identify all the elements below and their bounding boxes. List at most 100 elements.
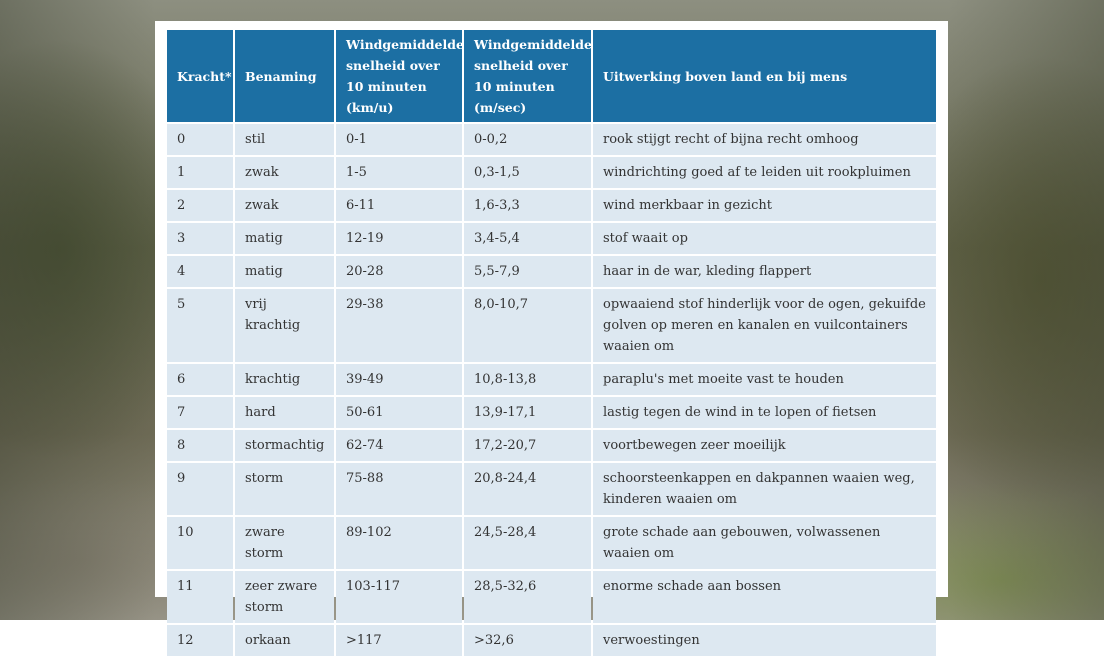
header-kmu: Windgemiddelde snelheid over 10 minuten (km… bbox=[336, 30, 464, 122]
table-row: 11 zeer zware storm 103-117 28,5-32,6 enorme… bbox=[167, 571, 936, 623]
cell-uitwerking: paraplu's met moeite vast te houden bbox=[593, 364, 936, 395]
cell-uitwerking: rook stijgt recht of bijna recht omhoog bbox=[593, 124, 936, 155]
cell-msec: 0,3-1,5 bbox=[464, 157, 591, 188]
header-row: Kracht* Benaming Windgemiddelde snelheid ov… bbox=[167, 30, 936, 122]
background-trees-right bbox=[948, 0, 1104, 620]
cell-benaming: stormachtig bbox=[235, 430, 334, 461]
cell-msec: 20,8-24,4 bbox=[464, 463, 591, 515]
cell-kmu: 1-5 bbox=[336, 157, 462, 188]
cell-kracht: 0 bbox=[167, 124, 233, 155]
cell-benaming: krachtig bbox=[235, 364, 334, 395]
table-row: 0 stil 0-1 0-0,2 rook stijgt recht of bijna … bbox=[167, 124, 936, 155]
cell-kmu: 50-61 bbox=[336, 397, 462, 428]
cell-kracht: 5 bbox=[167, 289, 233, 362]
cell-uitwerking: verwoestingen bbox=[593, 625, 936, 656]
table-row: 4 matig 20-28 5,5-7,9 haar in de war, kledin… bbox=[167, 256, 936, 287]
cell-msec: 24,5-28,4 bbox=[464, 517, 591, 569]
table-row: 5 vrij krachtig 29-38 8,0-10,7 opwaaiend sto… bbox=[167, 289, 936, 362]
cell-msec: 13,9-17,1 bbox=[464, 397, 591, 428]
cell-kracht: 11 bbox=[167, 571, 233, 623]
header-line: snelheid over bbox=[474, 58, 568, 73]
cell-kmu: 103-117 bbox=[336, 571, 462, 623]
cell-kracht: 12 bbox=[167, 625, 233, 656]
cell-kracht: 8 bbox=[167, 430, 233, 461]
cell-uitwerking: grote schade aan gebouwen, volwassenen w… bbox=[593, 517, 936, 569]
header-benaming: Benaming bbox=[235, 30, 334, 122]
cell-benaming: storm bbox=[235, 463, 334, 515]
cell-benaming: zwak bbox=[235, 190, 334, 221]
cell-uitwerking: wind merkbaar in gezicht bbox=[593, 190, 936, 221]
cell-uitwerking: stof waait op bbox=[593, 223, 936, 254]
header-line: Windgemiddelde bbox=[474, 37, 592, 52]
cell-kracht: 9 bbox=[167, 463, 233, 515]
cell-msec: 10,8-13,8 bbox=[464, 364, 591, 395]
cell-kracht: 1 bbox=[167, 157, 233, 188]
table-card: Kracht* Benaming Windgemiddelde snelheid ov… bbox=[155, 21, 948, 656]
cell-benaming: matig bbox=[235, 223, 334, 254]
cell-msec: 5,5-7,9 bbox=[464, 256, 591, 287]
header-kracht: Kracht* bbox=[167, 30, 233, 122]
cell-benaming: hard bbox=[235, 397, 334, 428]
cell-uitwerking: haar in de war, kleding flappert bbox=[593, 256, 936, 287]
cell-msec: 8,0-10,7 bbox=[464, 289, 591, 362]
cell-kracht: 6 bbox=[167, 364, 233, 395]
cell-kmu: 6-11 bbox=[336, 190, 462, 221]
cell-benaming: zwak bbox=[235, 157, 334, 188]
cell-kracht: 4 bbox=[167, 256, 233, 287]
table-row: 10 zware storm 89-102 24,5-28,4 grote schade… bbox=[167, 517, 936, 569]
cell-kmu: 20-28 bbox=[336, 256, 462, 287]
cell-benaming: matig bbox=[235, 256, 334, 287]
table-row: 9 storm 75-88 20,8-24,4 schoorsteenkappen en… bbox=[167, 463, 936, 515]
cell-msec: 17,2-20,7 bbox=[464, 430, 591, 461]
table-row: 8 stormachtig 62-74 17,2-20,7 voortbewegen z… bbox=[167, 430, 936, 461]
cell-benaming: zware storm bbox=[235, 517, 334, 569]
cell-kmu: 75-88 bbox=[336, 463, 462, 515]
cell-uitwerking: enorme schade aan bossen bbox=[593, 571, 936, 623]
cell-kmu: 0-1 bbox=[336, 124, 462, 155]
cell-benaming: zeer zware storm bbox=[235, 571, 334, 623]
cell-benaming: orkaan bbox=[235, 625, 334, 656]
beaufort-table: Kracht* Benaming Windgemiddelde snelheid ov… bbox=[165, 28, 938, 658]
table-row: 1 zwak 1-5 0,3-1,5 windrichting goed af te l… bbox=[167, 157, 936, 188]
table-body: 0 stil 0-1 0-0,2 rook stijgt recht of bijna … bbox=[167, 124, 936, 656]
table-row: 3 matig 12-19 3,4-5,4 stof waait op bbox=[167, 223, 936, 254]
background-trees-left bbox=[0, 0, 155, 620]
table-row: 2 zwak 6-11 1,6-3,3 wind merkbaar in gezicht bbox=[167, 190, 936, 221]
header-line: (km/u) bbox=[346, 100, 394, 115]
cell-benaming: stil bbox=[235, 124, 334, 155]
cell-kmu: 12-19 bbox=[336, 223, 462, 254]
header-line: snelheid over bbox=[346, 58, 440, 73]
cell-uitwerking: opwaaiend stof hinderlijk voor de ogen, … bbox=[593, 289, 936, 362]
cell-benaming: vrij krachtig bbox=[235, 289, 334, 362]
cell-msec: 3,4-5,4 bbox=[464, 223, 591, 254]
cell-kmu: 39-49 bbox=[336, 364, 462, 395]
cell-uitwerking: schoorsteenkappen en dakpannen waaien we… bbox=[593, 463, 936, 515]
cell-kmu: 89-102 bbox=[336, 517, 462, 569]
cell-kracht: 3 bbox=[167, 223, 233, 254]
cell-uitwerking: lastig tegen de wind in te lopen of fiet… bbox=[593, 397, 936, 428]
header-line: Benaming bbox=[245, 68, 317, 84]
cell-msec: >32,6 bbox=[464, 625, 591, 656]
cell-kmu: >117 bbox=[336, 625, 462, 656]
header-line: Windgemiddelde bbox=[346, 37, 464, 52]
cell-msec: 1,6-3,3 bbox=[464, 190, 591, 221]
cell-uitwerking: windrichting goed af te leiden uit rookp… bbox=[593, 157, 936, 188]
table-row: 12 orkaan >117 >32,6 verwoestingen bbox=[167, 625, 936, 656]
cell-kmu: 62-74 bbox=[336, 430, 462, 461]
cell-msec: 28,5-32,6 bbox=[464, 571, 591, 623]
header-line: Kracht* bbox=[177, 68, 232, 84]
cell-kracht: 2 bbox=[167, 190, 233, 221]
header-line: 10 minuten bbox=[346, 79, 427, 94]
header-line: (m/sec) bbox=[474, 100, 527, 115]
cell-kracht: 7 bbox=[167, 397, 233, 428]
cell-kmu: 29-38 bbox=[336, 289, 462, 362]
cell-uitwerking: voortbewegen zeer moeilijk bbox=[593, 430, 936, 461]
table-row: 6 krachtig 39-49 10,8-13,8 paraplu's met moe… bbox=[167, 364, 936, 395]
header-line: Uitwerking boven land en bij mens bbox=[603, 68, 848, 84]
cell-msec: 0-0,2 bbox=[464, 124, 591, 155]
table-row: 7 hard 50-61 13,9-17,1 lastig tegen de wind … bbox=[167, 397, 936, 428]
header-msec: Windgemiddelde snelheid over 10 minuten (m/… bbox=[464, 30, 592, 122]
cell-kracht: 10 bbox=[167, 517, 233, 569]
header-line: 10 minuten bbox=[474, 79, 555, 94]
header-uitwerking: Uitwerking boven land en bij mens bbox=[593, 30, 936, 122]
